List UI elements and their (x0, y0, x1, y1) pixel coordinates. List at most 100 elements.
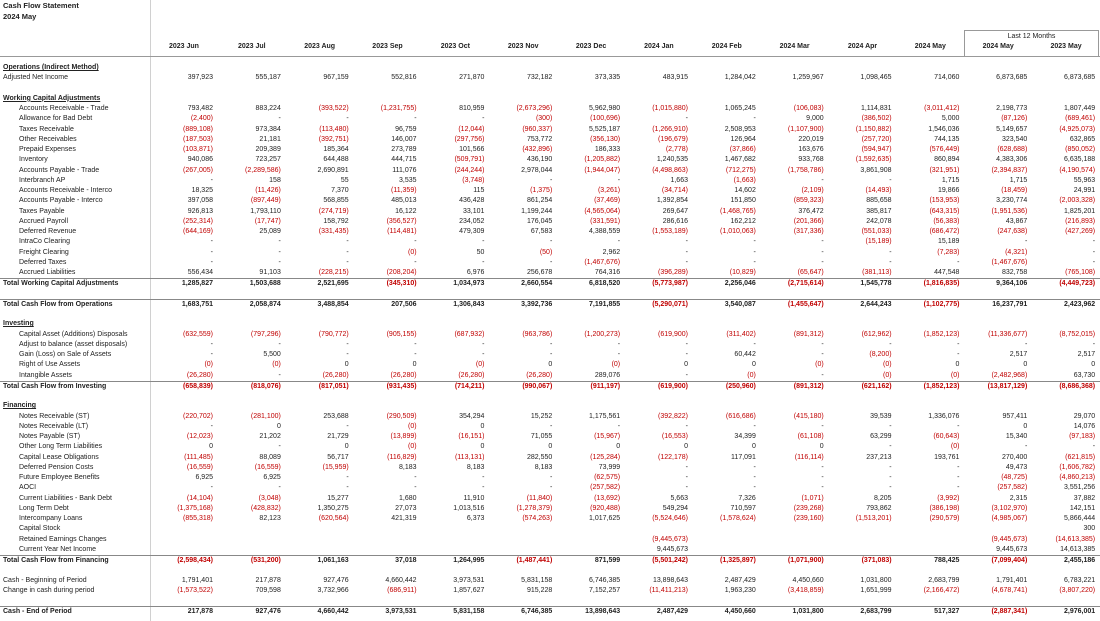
line-item-row: Accounts Receivable - Trade 793,482 883,22… (0, 104, 1100, 114)
cell-value: - (889, 176, 892, 184)
cell-value: (5,524,646) (652, 515, 688, 522)
row-label: Accounts Receivable - Trade (19, 105, 109, 112)
cell-value: - (889, 484, 892, 492)
cell-value: - (685, 422, 688, 430)
line-item-row: Capital Asset (Additions) Disposals (632,… (0, 330, 1100, 340)
cell-value: (3,992) (937, 494, 960, 502)
cell-value: - (889, 443, 892, 451)
cell-value: 207,506 (391, 300, 417, 308)
cell-value: - (753, 115, 756, 123)
cell-value: (11,336,677) (988, 330, 1028, 338)
line-item-row: Accrued Payroll (252,314) (17,747) 158,792 (… (0, 217, 1100, 227)
cell-value: (4,860,213) (1059, 474, 1096, 481)
row-label: Future Employee Benefits (19, 474, 100, 481)
cell-value: 710,597 (730, 504, 756, 512)
cell-value: 1,663 (670, 176, 688, 184)
cell-value: 2,455,186 (1063, 557, 1096, 564)
cell-value: (7,283) (937, 248, 960, 256)
cell-value: - (346, 484, 349, 492)
cell-value: 162,212 (730, 217, 756, 225)
cell-value: (61,108) (797, 433, 824, 440)
cell-value: (594,947) (861, 146, 892, 153)
cell-value: (1,951,536) (991, 207, 1028, 215)
cell-value: 256,678 (526, 269, 553, 276)
cell-value: 27,073 (395, 504, 417, 512)
cell-value: - (1092, 258, 1096, 266)
cell-value: - (685, 474, 688, 481)
cell-value: 555,187 (255, 74, 281, 82)
cell-value: 1,545,778 (860, 280, 892, 288)
cell-value: 49,473 (1005, 463, 1028, 471)
cell-value: - (346, 474, 349, 481)
row-label: Deferred Revenue (19, 228, 77, 235)
column-header: 2024 Feb (711, 43, 742, 50)
cell-value: (1,663) (733, 176, 756, 184)
cell-value: 115 (473, 187, 485, 194)
cell-value: 1,807,449 (1063, 105, 1096, 112)
cell-value: - (889, 340, 892, 348)
cell-value: - (346, 340, 349, 348)
cell-value: - (1092, 238, 1096, 246)
cell-value: 421,319 (391, 515, 417, 522)
cell-value: 1,031,800 (792, 608, 824, 616)
cell-value: (619,900) (658, 330, 688, 338)
cell-value: - (1024, 238, 1028, 246)
cell-value: 793,482 (187, 105, 213, 112)
cell-value: 16,122 (395, 207, 417, 215)
cell-value: - (549, 238, 553, 246)
cell-value: - (482, 258, 485, 266)
cell-value: (13,899) (390, 433, 417, 440)
cell-value: - (210, 340, 213, 348)
cell-value: (106,083) (793, 105, 824, 112)
cell-value: (290,579) (929, 515, 960, 522)
cell-value: 871,599 (594, 557, 621, 564)
cell-value: 2,644,243 (860, 300, 892, 308)
cell-value: 1,467,682 (724, 156, 756, 164)
column-header: 2023 Sep (372, 43, 403, 50)
cell-value: (1,015,880) (652, 105, 688, 112)
cell-value: (116,114) (794, 453, 824, 461)
cell-value: 2,962 (602, 248, 621, 256)
cell-value: 1,259,967 (792, 74, 824, 82)
cell-value: 810,959 (459, 105, 485, 112)
row-label: Deferred Taxes (19, 258, 67, 266)
cell-value: (257,720) (861, 135, 892, 143)
cell-value: 5,962,980 (588, 105, 621, 112)
cell-value: - (821, 238, 824, 246)
cell-value: 6,925 (195, 474, 213, 481)
row-label: Capital Lease Obligations (19, 453, 99, 461)
cell-value: - (753, 422, 756, 430)
cell-value: - (414, 474, 417, 481)
cell-value: (100,696) (590, 115, 621, 123)
row-label: Adjust to balance (asset disposals) (19, 340, 128, 348)
cell-value: (5,290,071) (652, 300, 688, 308)
cell-value: (2,887,341) (991, 608, 1028, 616)
cell-value: (1,852,123) (923, 330, 960, 338)
cell-value: (0) (272, 361, 281, 369)
cell-value: - (549, 176, 553, 184)
cell-value: (2,778) (665, 146, 688, 153)
line-item-row: IntraCo Clearing - - - - - - - - - - (15,189) 15,189… (0, 237, 1100, 247)
cell-value: (2,166,472) (923, 586, 960, 594)
cell-value: (1,071,900) (787, 557, 824, 564)
cell-value: - (549, 474, 553, 481)
cell-value: (15,967) (594, 433, 621, 440)
cell-value: 6,925 (263, 474, 281, 481)
cell-value: 1,715 (941, 176, 960, 184)
cell-value: 14,613,385 (1060, 545, 1096, 553)
cell-value: (274,719) (318, 207, 349, 215)
cell-value: 9,445,673 (996, 545, 1028, 553)
cell-value: (1,205,882) (584, 156, 621, 164)
cell-value: (509,791) (454, 156, 485, 164)
line-item-row: Capital Lease Obligations (111,485) 88,089… (0, 453, 1100, 463)
cell-value: 82,123 (259, 515, 281, 522)
cell-value: (196,679) (658, 135, 688, 143)
line-item-row: Current Year Net Income 9,445,673 9,445,67… (0, 545, 1100, 555)
cell-value: 13,898,643 (652, 576, 688, 584)
cell-value: 11,910 (463, 494, 485, 502)
cell-value: (3,748) (462, 176, 485, 184)
cell-value: - (889, 474, 892, 481)
cell-value: 3,551,256 (1063, 484, 1096, 492)
row-label: Adjusted Net Income (3, 74, 68, 82)
